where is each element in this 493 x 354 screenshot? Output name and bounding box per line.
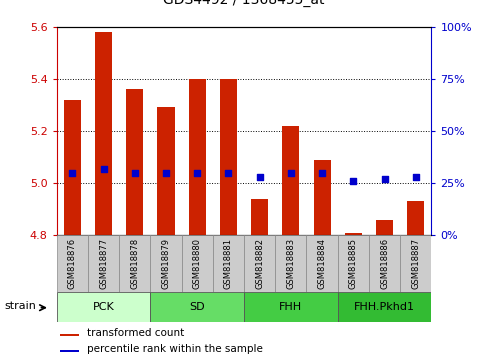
Text: GSM818883: GSM818883 xyxy=(286,238,295,289)
Text: GSM818881: GSM818881 xyxy=(224,238,233,289)
FancyBboxPatch shape xyxy=(338,235,369,292)
Point xyxy=(381,176,388,182)
Bar xyxy=(376,220,393,235)
Point xyxy=(131,170,139,176)
Bar xyxy=(61,334,79,336)
Point xyxy=(100,166,107,171)
FancyBboxPatch shape xyxy=(57,235,88,292)
FancyBboxPatch shape xyxy=(400,235,431,292)
Point xyxy=(69,170,76,176)
Text: GSM818886: GSM818886 xyxy=(380,238,389,289)
Bar xyxy=(126,89,143,235)
Bar xyxy=(64,99,81,235)
FancyBboxPatch shape xyxy=(119,235,150,292)
Text: FHH.Pkhd1: FHH.Pkhd1 xyxy=(354,302,415,312)
Bar xyxy=(189,79,206,235)
Bar xyxy=(244,292,338,322)
Bar xyxy=(61,350,79,353)
Bar xyxy=(157,108,175,235)
Point xyxy=(224,170,232,176)
Text: GSM818887: GSM818887 xyxy=(411,238,420,289)
Text: GDS4492 / 1368455_at: GDS4492 / 1368455_at xyxy=(163,0,325,7)
Text: SD: SD xyxy=(189,302,205,312)
Bar xyxy=(220,79,237,235)
Text: GSM818880: GSM818880 xyxy=(193,238,202,289)
Bar xyxy=(338,292,431,322)
Point xyxy=(350,178,357,184)
Bar xyxy=(150,292,244,322)
Bar xyxy=(407,201,424,235)
Text: GSM818878: GSM818878 xyxy=(130,238,139,289)
FancyBboxPatch shape xyxy=(213,235,244,292)
Text: PCK: PCK xyxy=(93,302,114,312)
Point xyxy=(256,174,264,180)
Bar xyxy=(251,199,268,235)
Text: FHH: FHH xyxy=(280,302,302,312)
FancyBboxPatch shape xyxy=(244,235,275,292)
Text: percentile rank within the sample: percentile rank within the sample xyxy=(87,344,263,354)
FancyBboxPatch shape xyxy=(307,235,338,292)
FancyBboxPatch shape xyxy=(88,235,119,292)
Point xyxy=(162,170,170,176)
Bar xyxy=(282,126,299,235)
FancyBboxPatch shape xyxy=(150,235,181,292)
Bar xyxy=(95,32,112,235)
Text: transformed count: transformed count xyxy=(87,328,184,338)
Point xyxy=(412,174,420,180)
Text: GSM818882: GSM818882 xyxy=(255,238,264,289)
FancyBboxPatch shape xyxy=(369,235,400,292)
Point xyxy=(287,170,295,176)
Bar xyxy=(314,160,331,235)
Point xyxy=(193,170,201,176)
Text: GSM818884: GSM818884 xyxy=(317,238,326,289)
Text: strain: strain xyxy=(4,301,36,310)
Text: GSM818877: GSM818877 xyxy=(99,238,108,289)
Point xyxy=(318,170,326,176)
Bar xyxy=(57,292,150,322)
Text: GSM818879: GSM818879 xyxy=(162,238,171,289)
Text: GSM818885: GSM818885 xyxy=(349,238,358,289)
FancyBboxPatch shape xyxy=(275,235,307,292)
FancyBboxPatch shape xyxy=(181,235,213,292)
Bar xyxy=(345,233,362,235)
Text: GSM818876: GSM818876 xyxy=(68,238,77,289)
